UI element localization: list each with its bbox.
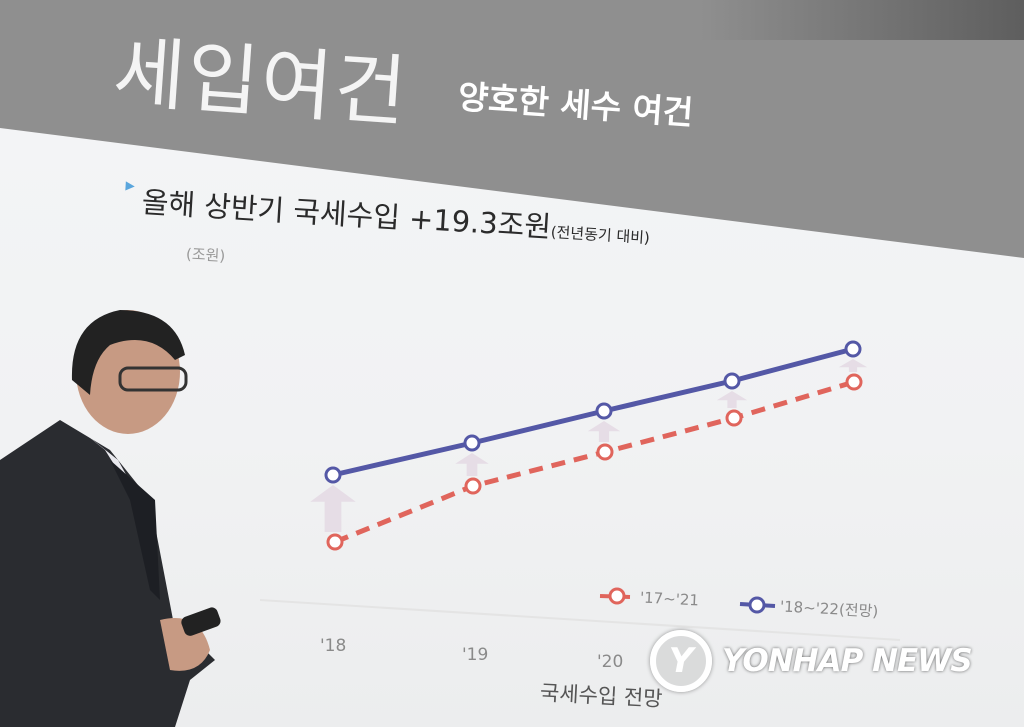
point-17-21 xyxy=(596,443,614,461)
series-line-18-22 xyxy=(332,346,854,478)
point-17-21 xyxy=(845,373,863,391)
legend-blue-marker xyxy=(748,596,766,614)
point-18-22 xyxy=(723,372,741,390)
legend-red-marker xyxy=(608,587,626,605)
point-18-22 xyxy=(324,466,342,484)
presenter-silhouette xyxy=(0,310,221,727)
x-label-20: '20 xyxy=(597,652,624,672)
point-18-22 xyxy=(595,402,613,420)
series-line-17-21 xyxy=(334,379,855,545)
chart-baseline xyxy=(259,599,901,641)
chart-title: 국세수입 전망 xyxy=(539,680,664,712)
increase-arrow xyxy=(455,453,489,476)
point-18-22 xyxy=(463,434,481,452)
point-17-21 xyxy=(326,533,344,551)
legend-label-17-21: '17~'21 xyxy=(639,588,700,610)
increase-arrow xyxy=(587,421,621,442)
x-label-19: '19 xyxy=(462,645,489,665)
increase-arrow xyxy=(838,359,868,372)
ceiling-shadow xyxy=(700,0,1024,40)
yonhap-watermark: Y YONHAP NEWS xyxy=(650,630,973,692)
increase-arrow xyxy=(310,485,356,532)
point-18-22 xyxy=(844,340,862,358)
increase-arrow xyxy=(716,391,748,408)
point-17-21 xyxy=(464,477,482,495)
yonhap-logo-icon: Y xyxy=(650,630,712,692)
watermark-text: YONHAP NEWS xyxy=(722,643,973,679)
x-label-18: '18 xyxy=(320,636,347,656)
point-17-21 xyxy=(725,409,743,427)
